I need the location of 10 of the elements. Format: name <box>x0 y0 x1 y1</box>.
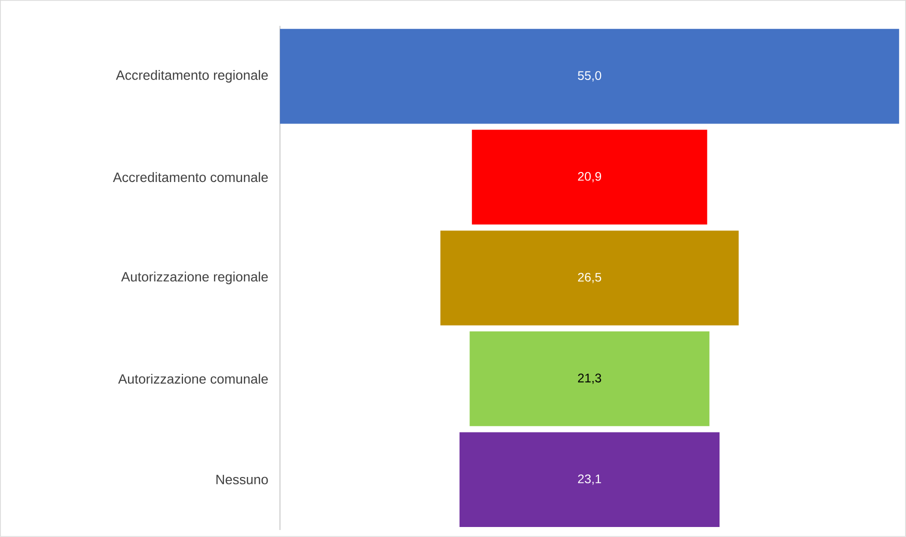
data-label: 20,9 <box>578 172 602 182</box>
category-label: Nessuno <box>216 474 268 484</box>
data-label: 55,0 <box>578 71 602 82</box>
data-label: 23,1 <box>578 474 602 485</box>
data-label: 26,5 <box>578 272 602 284</box>
category-label: Autorizzazione comunale <box>118 374 268 384</box>
data-label: 21,3 <box>578 374 602 384</box>
category-label: Accreditamento regionale <box>116 70 268 83</box>
category-label: Autorizzazione regionale <box>121 272 268 284</box>
category-label: Accreditamento comunale <box>112 172 268 182</box>
